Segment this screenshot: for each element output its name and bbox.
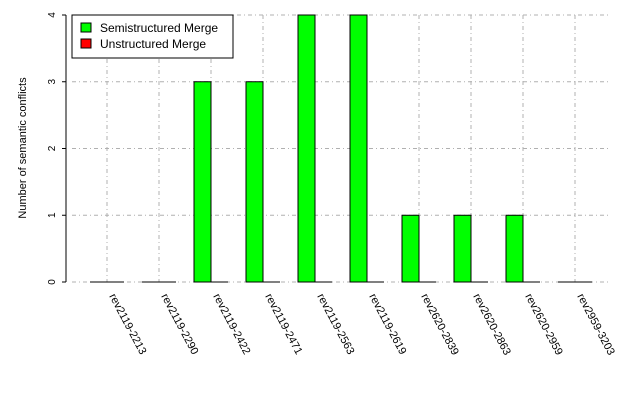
legend-swatch-unstructured	[80, 38, 92, 49]
axes: Number of semantic conflicts 0 1 2 3 4	[17, 12, 67, 285]
x-tick-label: rev2119-2471	[262, 292, 304, 357]
legend-label-semistructured: Semistructured Merge	[100, 21, 218, 35]
legend-label-unstructured: Unstructured Merge	[100, 37, 206, 51]
x-tick-label: rev2959-3203	[574, 292, 616, 358]
bar-0-4	[297, 14, 316, 283]
y-axis-label: Number of semantic conflicts	[17, 77, 29, 219]
x-tick-label: rev2620-2863	[470, 292, 512, 358]
bar-0-2	[193, 81, 212, 283]
legend-box	[71, 14, 234, 59]
x-tick-label: rev2620-2959	[522, 292, 564, 358]
bar-0-7	[453, 214, 472, 283]
x-tick-label: rev2119-2213	[106, 292, 148, 357]
y-tick-label: 0	[47, 279, 58, 285]
y-tick-label: 4	[47, 12, 58, 18]
legend: Semistructured Merge Unstructured Merge	[71, 14, 234, 59]
legend-swatch-semistructured	[80, 22, 92, 33]
y-tick-label: 2	[47, 145, 58, 151]
x-tick-label: rev2119-2290	[158, 292, 200, 357]
x-tick-label: rev2620-2839	[418, 292, 460, 358]
x-tick-labels: rev2119-2213 rev2119-2290 rev2119-2422 rev2…	[106, 292, 616, 358]
bar-0-5	[349, 14, 368, 283]
bar-0-6	[401, 214, 420, 283]
y-tick-label: 3	[47, 79, 58, 85]
x-tick-label: rev2119-2563	[314, 292, 356, 357]
bars	[90, 14, 592, 283]
bar-0-8	[505, 214, 524, 283]
y-tick-label: 1	[47, 212, 58, 218]
bar-0-3	[245, 81, 264, 283]
x-tick-label: rev2119-2422	[210, 292, 252, 357]
x-tick-label: rev2119-2619	[366, 292, 408, 357]
